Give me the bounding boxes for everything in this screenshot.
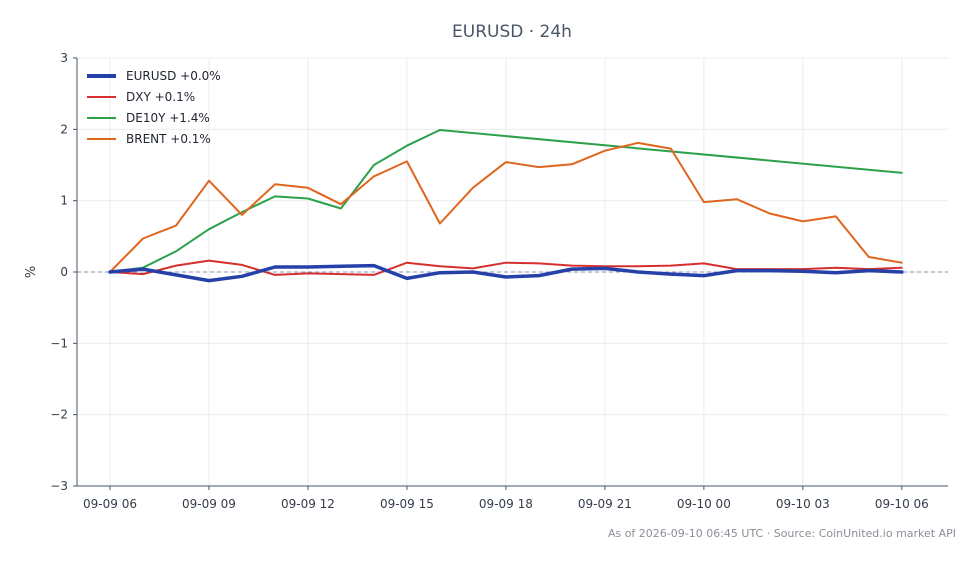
- x-tick-label: 09-09 21: [578, 497, 632, 511]
- y-tick-label: 3: [60, 51, 68, 65]
- x-tick-label: 09-09 06: [83, 497, 137, 511]
- y-tick-label: −1: [50, 336, 68, 350]
- y-axis-label: %: [24, 266, 39, 278]
- series-line-de10y: [109, 129, 903, 273]
- series-lines: [108, 129, 904, 283]
- legend-label: DE10Y +1.4%: [126, 111, 210, 125]
- y-tick-label: 2: [60, 122, 68, 136]
- x-tick-label: 09-09 18: [479, 497, 533, 511]
- y-tick-label: 0: [60, 265, 68, 279]
- x-tick-label: 09-09 15: [380, 497, 434, 511]
- grid: [77, 57, 948, 487]
- x-tick-label: 09-10 03: [776, 497, 830, 511]
- series-line-brent: [109, 141, 903, 273]
- legend-label: EURUSD +0.0%: [126, 69, 221, 83]
- chart-title: EURUSD · 24h: [452, 22, 572, 42]
- x-tick-label: 09-10 00: [677, 497, 731, 511]
- y-tick-label: −2: [50, 408, 68, 422]
- legend: EURUSD +0.0% DXY +0.1% DE10Y +1.4% BRENT +0…: [87, 69, 221, 146]
- x-tick-label: 09-10 06: [875, 497, 929, 511]
- legend-label: DXY +0.1%: [126, 90, 195, 104]
- x-tick-label: 09-09 12: [281, 497, 335, 511]
- legend-label: BRENT +0.1%: [126, 132, 211, 146]
- y-tick-label: 1: [60, 194, 68, 208]
- series-line-eurusd: [108, 263, 904, 283]
- axes: −3 −2 −1 0 1 2 3 09-09 06 09-09 09 09-09 12 09-09 …: [50, 51, 948, 511]
- x-tick-label: 09-09 09: [182, 497, 236, 511]
- footnote: As of 2026-09-10 06:45 UTC · Source: Coi…: [608, 527, 956, 540]
- y-tick-label: −3: [50, 479, 68, 493]
